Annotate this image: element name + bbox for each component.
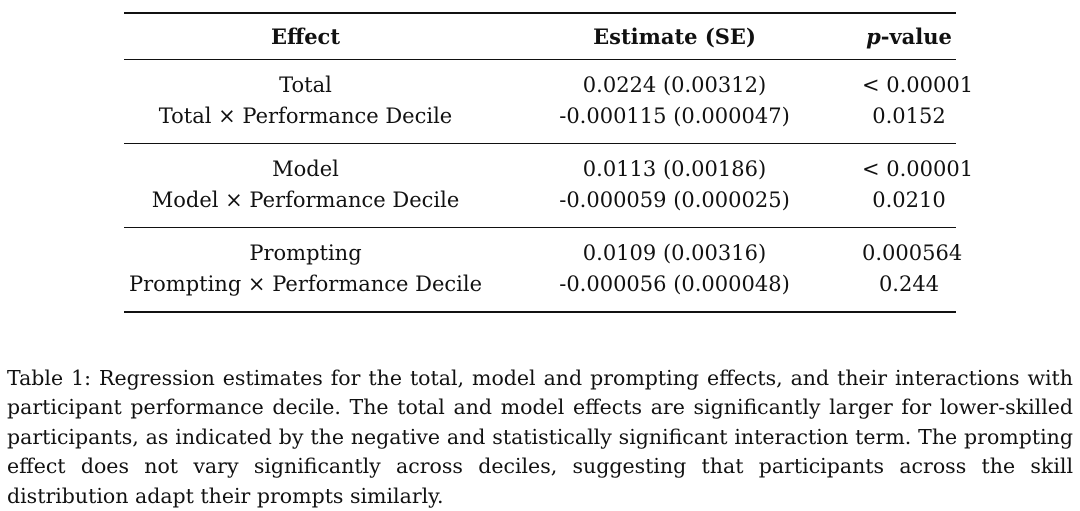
table-row: Prompting × Performance Decile -0.000056…	[124, 269, 956, 312]
cell-effect: Prompting	[124, 228, 487, 270]
cell-pvalue: 0.244	[862, 269, 956, 312]
cell-estimate: -0.000056 (0.000048)	[487, 269, 862, 312]
cell-estimate: -0.000115 (0.000047)	[487, 101, 862, 144]
cell-effect: Total × Performance Decile	[124, 101, 487, 144]
cell-estimate: 0.0224 (0.00312)	[487, 60, 862, 102]
cell-pvalue: < 0.00001	[862, 144, 956, 186]
table-row: Prompting 0.0109 (0.00316) 0.000564	[124, 228, 956, 270]
regression-table-container: Effect Estimate (SE) p-value Total 0.022…	[124, 12, 956, 313]
cell-estimate: 0.0109 (0.00316)	[487, 228, 862, 270]
header-pvalue-italic: p	[866, 24, 881, 49]
cell-effect: Total	[124, 60, 487, 102]
table-row: Model × Performance Decile -0.000059 (0.…	[124, 185, 956, 228]
cell-estimate: 0.0113 (0.00186)	[487, 144, 862, 186]
cell-effect: Prompting × Performance Decile	[124, 269, 487, 312]
cell-pvalue: 0.000564	[862, 228, 956, 270]
table-group-model: Model 0.0113 (0.00186) < 0.00001 Model ×…	[124, 144, 956, 228]
cell-effect: Model × Performance Decile	[124, 185, 487, 228]
header-effect: Effect	[124, 13, 487, 60]
header-estimate: Estimate (SE)	[487, 13, 862, 60]
table-row: Total 0.0224 (0.00312) < 0.00001	[124, 60, 956, 102]
table-group-prompting: Prompting 0.0109 (0.00316) 0.000564 Prom…	[124, 228, 956, 313]
cell-pvalue: 0.0152	[862, 101, 956, 144]
cell-pvalue: 0.0210	[862, 185, 956, 228]
header-pvalue-rest: -value	[881, 24, 952, 49]
cell-pvalue: < 0.00001	[862, 60, 956, 102]
table-caption: Table 1: Regression estimates for the to…	[7, 364, 1073, 511]
cell-effect: Model	[124, 144, 487, 186]
table-row: Model 0.0113 (0.00186) < 0.00001	[124, 144, 956, 186]
header-pvalue: p-value	[862, 13, 956, 60]
header-row: Effect Estimate (SE) p-value	[124, 13, 956, 60]
regression-table: Effect Estimate (SE) p-value Total 0.022…	[124, 12, 956, 313]
cell-estimate: -0.000059 (0.000025)	[487, 185, 862, 228]
table-row: Total × Performance Decile -0.000115 (0.…	[124, 101, 956, 144]
table-group-total: Total 0.0224 (0.00312) < 0.00001 Total ×…	[124, 60, 956, 144]
table-header: Effect Estimate (SE) p-value	[124, 13, 956, 60]
